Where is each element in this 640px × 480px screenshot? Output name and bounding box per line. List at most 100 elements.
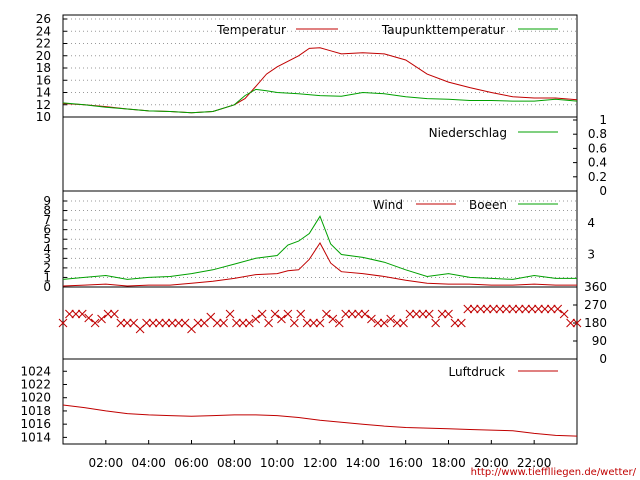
- direction-point: [174, 318, 184, 328]
- direction-point: [360, 309, 370, 319]
- series-line: [62, 215, 577, 280]
- y-tick-label: 20: [36, 49, 51, 63]
- panel-wind-direction: 0 90 180 270 360: [58, 280, 607, 366]
- legend-label-boeen: Boeen: [469, 198, 507, 212]
- direction-point: [219, 318, 228, 328]
- y-tick-label: 16: [36, 73, 51, 87]
- x-axis: 02:00 04:00 06:00 08:00 10:00 12:00 14:00 16:00…: [89, 440, 551, 470]
- y-tick-label: 18: [36, 61, 51, 75]
- direction-point: [232, 318, 241, 328]
- y-tick-label: 5: [43, 232, 51, 246]
- legend-label-niederschlag: Niederschlag: [429, 126, 507, 140]
- direction-point: [341, 309, 351, 319]
- direction-point: [103, 309, 113, 319]
- direction-point: [514, 304, 524, 314]
- y-tick-label: 0.2: [588, 170, 607, 184]
- direction-point: [142, 318, 151, 328]
- direction-point: [212, 318, 222, 328]
- y-tick-label: 1: [599, 113, 607, 127]
- legend-label-luftdruck: Luftdruck: [448, 365, 505, 379]
- y-tick-label: 14: [36, 86, 51, 100]
- direction-point: [334, 318, 344, 328]
- direction-point: [456, 318, 466, 328]
- direction-point: [328, 314, 338, 324]
- direction-point: [572, 318, 582, 328]
- y-tick-label: 22: [36, 37, 51, 51]
- y-tick-label: 1016: [20, 417, 51, 431]
- direction-point: [501, 304, 511, 314]
- y-tick-label: 26: [36, 12, 51, 26]
- direction-point: [315, 318, 325, 328]
- direction-point: [399, 318, 408, 328]
- panel-niederschlag: Niederschlag 00.20.40.60.81: [62, 113, 607, 198]
- direction-point: [367, 314, 376, 324]
- y-tick-label: 12: [36, 98, 51, 112]
- y-tick-label: 180: [584, 316, 607, 330]
- direction-point: [155, 318, 164, 328]
- y-tick-label: 10: [36, 110, 51, 124]
- direction-point: [495, 304, 505, 314]
- direction-point: [431, 318, 441, 328]
- direction-point: [437, 309, 447, 319]
- direction-point: [540, 304, 550, 314]
- y-tick-label: 0.6: [588, 141, 607, 155]
- direction-point: [534, 304, 543, 314]
- direction-point: [424, 309, 434, 319]
- direction-point: [148, 318, 158, 328]
- series-line: [62, 242, 577, 287]
- direction-point: [65, 309, 74, 319]
- direction-point: [553, 304, 563, 314]
- direction-point: [463, 304, 473, 314]
- direction-point: [302, 318, 312, 328]
- direction-point: [289, 318, 299, 328]
- credit-link[interactable]: http://www.tiefflliegen.de/wetter/: [471, 467, 637, 478]
- direction-point: [379, 318, 389, 328]
- direction-point: [373, 318, 383, 328]
- direction-point: [354, 309, 363, 319]
- y-tick-label: 1022: [20, 377, 51, 391]
- direction-point: [444, 309, 453, 319]
- legend-label-temperatur: Temperatur: [216, 23, 286, 37]
- direction-point: [122, 318, 132, 328]
- y-tick-label: 360: [584, 280, 607, 294]
- direction-point: [161, 318, 171, 328]
- x-tick-label: 06:00: [174, 456, 209, 470]
- y2-tick-label: 4: [587, 216, 595, 230]
- direction-point: [392, 318, 402, 328]
- y2-tick-label: 3: [587, 248, 595, 262]
- direction-point: [167, 318, 177, 328]
- direction-point: [257, 309, 267, 319]
- direction-point: [283, 309, 293, 319]
- direction-point: [322, 309, 331, 319]
- direction-point: [193, 318, 203, 328]
- direction-point: [469, 304, 479, 314]
- y-tick-label: 2: [43, 261, 51, 275]
- direction-point: [71, 309, 81, 319]
- x-tick-label: 02:00: [89, 456, 124, 470]
- x-tick-label: 04:00: [131, 456, 166, 470]
- direction-point: [77, 309, 87, 319]
- panel-temperature: Temperatur Taupunkttemperatur 1012141618…: [36, 12, 578, 124]
- direction-point: [251, 314, 261, 324]
- x-tick-label: 12:00: [303, 456, 338, 470]
- direction-point: [386, 314, 396, 324]
- y-tick-label: 1014: [20, 430, 51, 444]
- direction-point: [309, 318, 318, 328]
- direction-point: [84, 313, 94, 323]
- direction-point: [97, 314, 106, 324]
- direction-point: [238, 318, 248, 328]
- direction-point: [412, 309, 421, 319]
- series-line: [62, 88, 578, 114]
- y-tick-label: 0.4: [588, 156, 607, 170]
- x-tick-label: 16:00: [388, 456, 423, 470]
- direction-point: [527, 304, 537, 314]
- direction-point: [476, 304, 485, 314]
- x-tick-label: 18:00: [431, 456, 466, 470]
- y-tick-label: 1018: [20, 404, 51, 418]
- series-line: [62, 404, 578, 437]
- x-tick-label: 10:00: [260, 456, 295, 470]
- direction-point: [559, 309, 569, 319]
- direction-point: [58, 318, 68, 328]
